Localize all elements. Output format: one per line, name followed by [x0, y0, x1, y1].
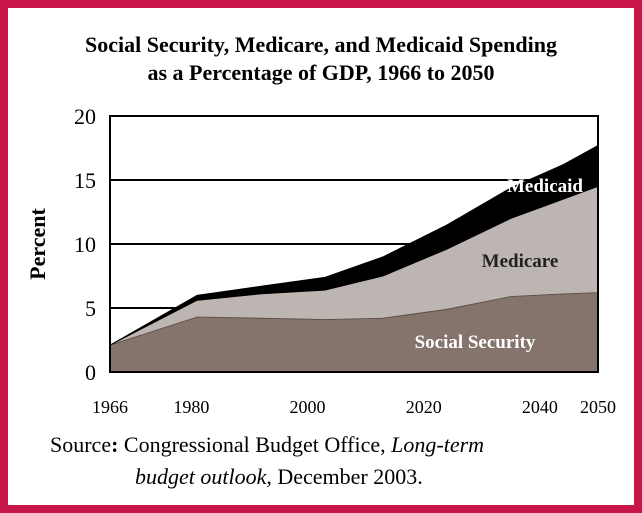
- x-tick-label-2050: 2050: [580, 397, 616, 417]
- series-label-medicaid: Medicaid: [507, 176, 583, 197]
- source-line-1: Source: Congressional Budget Office, Lon…: [50, 432, 484, 458]
- chart-svg: 0 5 10 15 20 1966 1980 2000 2020 2040 2050 Percent S…: [25, 104, 616, 417]
- x-tick-label-2040: 2040: [522, 397, 558, 417]
- source-line-2: budget outlook, December 2003.: [135, 464, 423, 490]
- x-tick-label-1966: 1966: [92, 397, 128, 417]
- source-org: Congressional Budget Office,: [123, 432, 392, 457]
- chart-subtitle: as a Percentage of GDP, 1966 to 2050: [147, 60, 495, 85]
- x-tick-label-2000: 2000: [290, 397, 326, 417]
- source-colon: :: [111, 432, 119, 457]
- series-label-social-security: Social Security: [415, 332, 536, 353]
- y-tick-label-10: 10: [74, 232, 96, 257]
- x-tick-label-1980: 1980: [173, 397, 209, 417]
- source-publication-part1: Long-term: [391, 432, 485, 457]
- y-tick-label-0: 0: [85, 360, 96, 385]
- source-date: , December 2003.: [266, 464, 423, 489]
- chart-title: Social Security, Medicare, and Medicaid …: [84, 32, 557, 57]
- y-tick-label-15: 15: [74, 168, 96, 193]
- x-tick-label-2020: 2020: [406, 397, 442, 417]
- y-tick-label-5: 5: [85, 296, 96, 321]
- y-axis-label: Percent: [25, 208, 50, 280]
- series-label-medicare: Medicare: [482, 251, 559, 272]
- source-label: Source: [50, 432, 112, 457]
- y-tick-label-20: 20: [74, 104, 96, 129]
- source-publication-part2: budget outlook: [135, 464, 267, 489]
